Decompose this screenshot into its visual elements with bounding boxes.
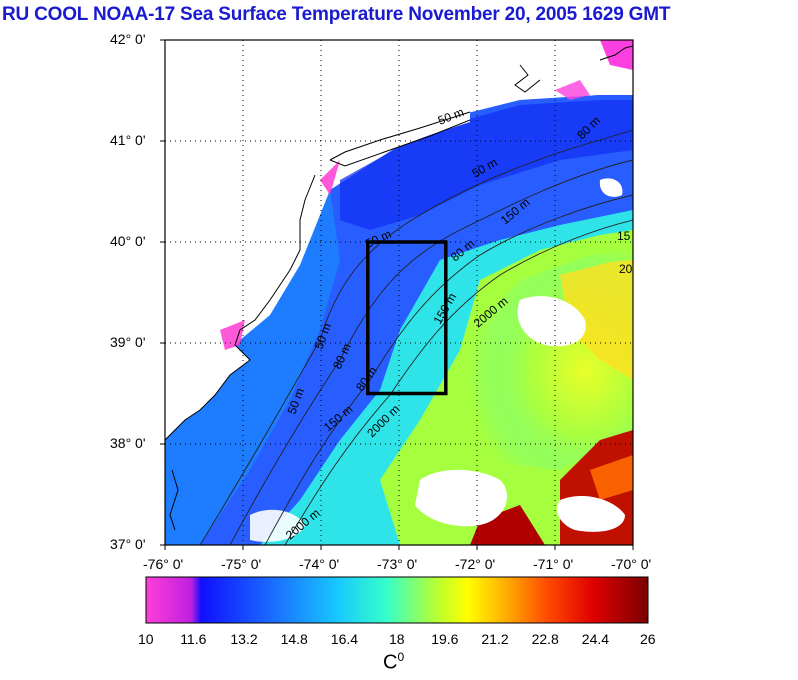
colorbar — [145, 576, 649, 624]
longitude-label: -76° 0' — [143, 556, 184, 572]
colorbar-tick-label: 22.8 — [531, 631, 559, 647]
isobath-label: 20 — [619, 262, 633, 276]
isobath-label: 15 — [617, 229, 631, 243]
colorbar-unit: C0 — [383, 650, 405, 674]
map-frame — [164, 39, 634, 546]
latitude-label: 39° 0' — [110, 334, 146, 350]
map-title: RU COOL NOAA-17 Sea Surface Temperature … — [2, 4, 671, 25]
colorbar-tick-label: 21.2 — [481, 631, 509, 647]
longitude-label: -74° 0' — [299, 556, 340, 572]
colorbar-tick-label: 24.4 — [581, 631, 610, 647]
latitude-label: 40° 0' — [110, 233, 146, 249]
colorbar-tick-label: 11.6 — [180, 631, 207, 647]
study-area-box — [366, 240, 448, 396]
longitude-label: -73° 0' — [377, 556, 418, 572]
graticule — [160, 39, 634, 550]
latitude-label: 37° 0' — [110, 536, 146, 552]
colorbar-tick-label: 13.2 — [230, 631, 258, 647]
colorbar-tick-label: 19.6 — [431, 631, 459, 647]
colorbar-tick-label: 16.4 — [330, 631, 359, 647]
longitude-label: -70° 0' — [611, 556, 652, 572]
latitude-label: 42° 0' — [110, 31, 146, 47]
longitude-label: -75° 0' — [221, 556, 262, 572]
colorbar-tick-label: 26 — [640, 631, 656, 647]
longitude-label: -72° 0' — [455, 556, 496, 572]
latitude-label: 38° 0' — [110, 435, 146, 451]
colorbar-tick-label: 10 — [138, 631, 154, 647]
longitude-label: -71° 0' — [533, 556, 574, 572]
colorbar-tick-label: 18 — [389, 631, 405, 647]
colorbar-tick-label: 14.8 — [280, 631, 308, 647]
latitude-label: 41° 0' — [110, 132, 146, 148]
